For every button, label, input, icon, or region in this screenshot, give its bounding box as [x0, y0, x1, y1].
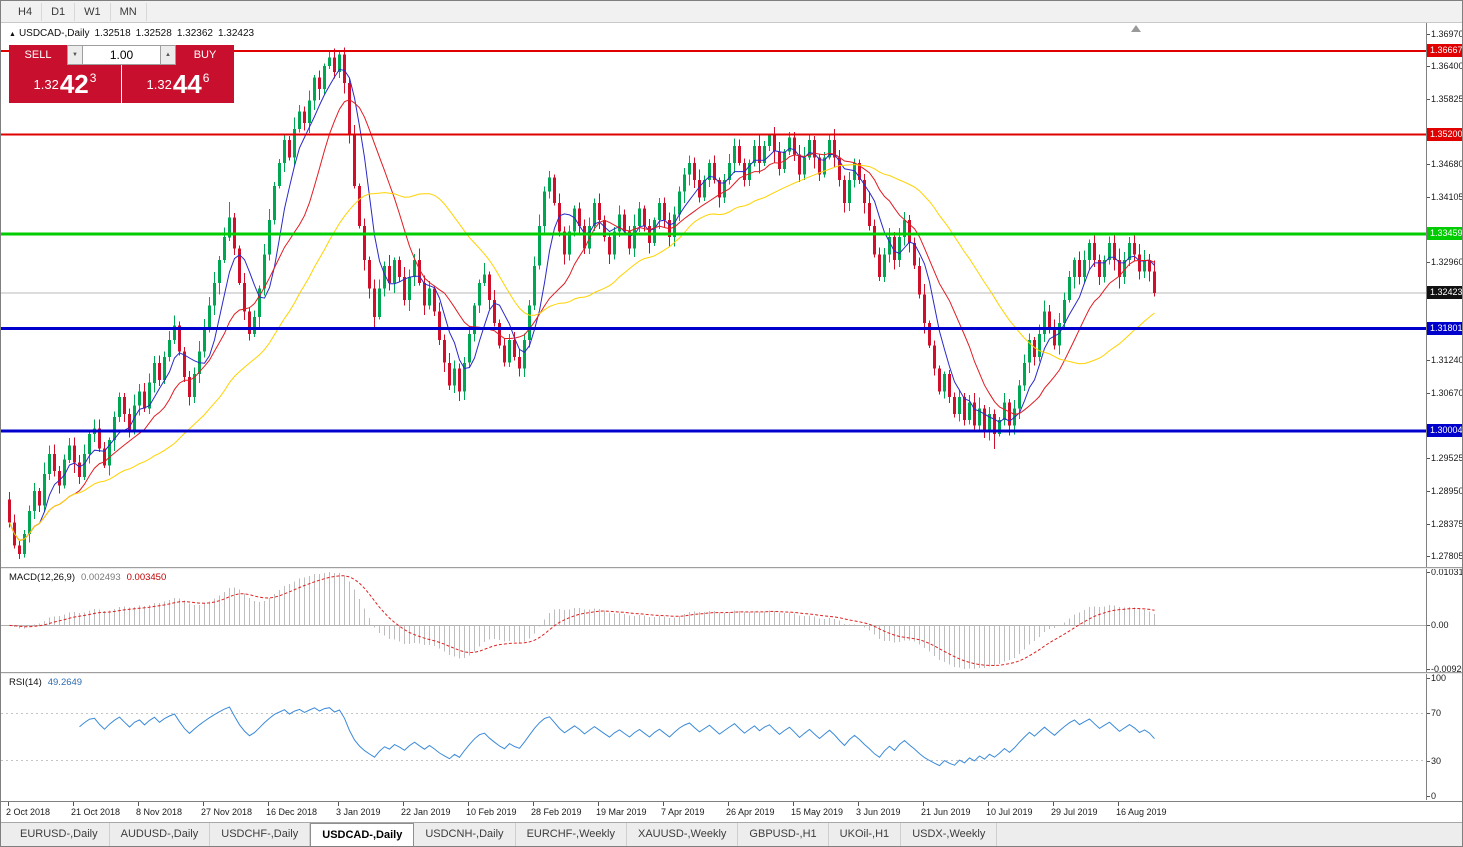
- chart-symbol-icon: ▲: [9, 31, 16, 38]
- rsi-axis-label: 0: [1426, 791, 1437, 801]
- hline-price-badge: 1.33459: [1427, 227, 1462, 241]
- price-tick: 1.28950: [1427, 486, 1463, 497]
- chart-tab-xauusd-weekly[interactable]: XAUUSD-,Weekly: [627, 823, 739, 846]
- hline-price-badge: 1.31801: [1427, 321, 1462, 335]
- ohlc-close: 1.32423: [217, 28, 255, 39]
- date-label: 21 Jun 2019: [921, 802, 971, 817]
- date-label: 15 May 2019: [791, 802, 844, 817]
- date-label: 16 Aug 2019: [1116, 802, 1167, 817]
- chart-tab-gbpusd-h1[interactable]: GBPUSD-,H1: [738, 823, 829, 846]
- timeframe-button-w1[interactable]: W1: [75, 2, 111, 21]
- sell-price-base: 1.32: [33, 76, 59, 92]
- chart-shift-marker-icon[interactable]: [1131, 25, 1141, 32]
- macd-axis-label: -0.009203: [1427, 663, 1462, 675]
- price-tick: 1.36970: [1427, 28, 1463, 39]
- sell-price-button[interactable]: 1.32 42 3: [9, 65, 121, 103]
- buy-price-frac: 6: [202, 70, 210, 85]
- price-tick: 1.27805: [1427, 551, 1463, 562]
- date-label: 27 Nov 2018: [201, 802, 253, 817]
- chart-tab-usdcad-daily[interactable]: USDCAD-,Daily: [310, 823, 415, 846]
- ohlc-open: 1.32518: [94, 28, 131, 39]
- buy-button[interactable]: BUY: [176, 45, 234, 65]
- sell-price-frac: 3: [89, 70, 97, 85]
- date-label: 22 Jan 2019: [401, 802, 451, 817]
- price-tick: 1.34680: [1427, 159, 1463, 170]
- date-label: 10 Feb 2019: [466, 802, 517, 817]
- timeframe-toolbar: H4 D1 W1 MN: [1, 1, 1462, 23]
- chart-tab-audusd-daily[interactable]: AUDUSD-,Daily: [110, 823, 211, 846]
- date-label: 3 Jan 2019: [336, 802, 381, 817]
- chart-tab-ukoil-h1[interactable]: UKOil-,H1: [829, 823, 902, 846]
- price-tick: 1.30670: [1427, 387, 1463, 398]
- current-price-badge: 1.32423: [1427, 286, 1462, 300]
- price-tick: 1.36400: [1427, 61, 1463, 72]
- sell-price-pips: 42: [59, 69, 89, 99]
- date-label: 3 Jun 2019: [856, 802, 901, 817]
- ohlc-high: 1.32528: [135, 28, 172, 39]
- macd-main-value: 0.002493: [81, 572, 121, 583]
- panel-divider[interactable]: [1, 672, 1462, 674]
- chart-tab-usdcnh-daily[interactable]: USDCNH-,Daily: [414, 823, 516, 846]
- price-chart[interactable]: [1, 23, 1426, 567]
- hline-price-badge: 1.36667: [1427, 44, 1462, 58]
- rsi-label-text: RSI(14): [9, 677, 42, 688]
- price-tick: 1.35825: [1427, 93, 1463, 104]
- volume-decrease-button[interactable]: ▼: [67, 45, 83, 65]
- date-label: 26 Apr 2019: [726, 802, 775, 817]
- hline-price-badge: 1.35200: [1427, 128, 1462, 142]
- price-tick: 1.32960: [1427, 257, 1463, 268]
- ohlc-low: 1.32362: [176, 28, 213, 39]
- macd-axis-label: 0.010311: [1427, 566, 1462, 578]
- chart-tab-eurchf-weekly[interactable]: EURCHF-,Weekly: [516, 823, 627, 846]
- macd-panel[interactable]: [1, 569, 1426, 672]
- macd-signal-value: 0.003450: [126, 572, 167, 583]
- price-tick: 1.34105: [1427, 192, 1463, 202]
- sell-button[interactable]: SELL: [9, 45, 67, 65]
- date-label: 7 Apr 2019: [661, 802, 705, 817]
- date-label: 29 Jul 2019: [1051, 802, 1098, 817]
- timeframe-button-d1[interactable]: D1: [42, 2, 76, 21]
- symbol-name: USDCAD-,Daily: [18, 28, 90, 39]
- rsi-axis-label: 70: [1426, 708, 1442, 719]
- price-tick: 1.29525: [1427, 453, 1463, 464]
- macd-label-text: MACD(12,26,9): [9, 572, 75, 583]
- rsi-value: 49.2649: [47, 677, 83, 688]
- spin-down-icon: ▼: [72, 52, 78, 58]
- price-tick: 1.28375: [1427, 518, 1463, 529]
- timeframe-button-mn[interactable]: MN: [111, 2, 147, 21]
- chart-tab-usdchf-daily[interactable]: USDCHF-,Daily: [210, 823, 311, 846]
- date-label: 21 Oct 2018: [71, 802, 121, 817]
- rsi-panel[interactable]: [1, 674, 1426, 800]
- macd-axis-label: 0.00: [1427, 620, 1449, 631]
- date-label: 2 Oct 2018: [6, 802, 51, 817]
- buy-price-button[interactable]: 1.32 44 6: [122, 65, 234, 103]
- rsi-axis-label: 30: [1426, 755, 1442, 766]
- rsi-indicator-label: RSI(14) 49.2649: [9, 677, 82, 688]
- date-label: 8 Nov 2018: [136, 802, 183, 817]
- spin-up-icon: ▲: [165, 52, 171, 58]
- panel-divider[interactable]: [1, 567, 1462, 569]
- one-click-trading-panel: SELL ▼ 1.00 ▲ BUY 1.32 42 3 1.32 44 6: [9, 45, 234, 103]
- hline-price-badge: 1.30004: [1427, 424, 1462, 438]
- date-label: 10 Jul 2019: [986, 802, 1033, 817]
- date-label: 16 Dec 2018: [266, 802, 318, 817]
- buy-price-base: 1.32: [146, 76, 172, 92]
- chart-ohlc-label: ▲ USDCAD-,Daily 1.32518 1.32528 1.32362 1.324…: [9, 28, 259, 39]
- chart-tab-eurusd-daily[interactable]: EURUSD-,Daily: [9, 823, 110, 846]
- rsi-axis-label: 100: [1426, 673, 1447, 683]
- price-tick: 1.31240: [1427, 355, 1463, 366]
- price-axis[interactable]: 1.36970 1.36400 1.35825 1.34680 1.34105 1.329…: [1426, 23, 1463, 801]
- chart-tabs: EURUSD-,Daily AUDUSD-,Daily USDCHF-,Daily U…: [1, 822, 1462, 846]
- date-label: 19 Mar 2019: [596, 802, 647, 817]
- buy-price-pips: 44: [172, 69, 202, 99]
- volume-increase-button[interactable]: ▲: [160, 45, 176, 65]
- volume-input[interactable]: 1.00: [83, 45, 160, 65]
- date-label: 28 Feb 2019: [531, 802, 582, 817]
- macd-indicator-label: MACD(12,26,9) 0.002493 0.003450: [9, 572, 166, 583]
- time-axis[interactable]: 2 Oct 2018 21 Oct 2018 8 Nov 2018 27 Nov 20…: [1, 801, 1462, 822]
- timeframe-button-h4[interactable]: H4: [9, 2, 43, 21]
- chart-tab-usdx-weekly[interactable]: USDX-,Weekly: [901, 823, 998, 846]
